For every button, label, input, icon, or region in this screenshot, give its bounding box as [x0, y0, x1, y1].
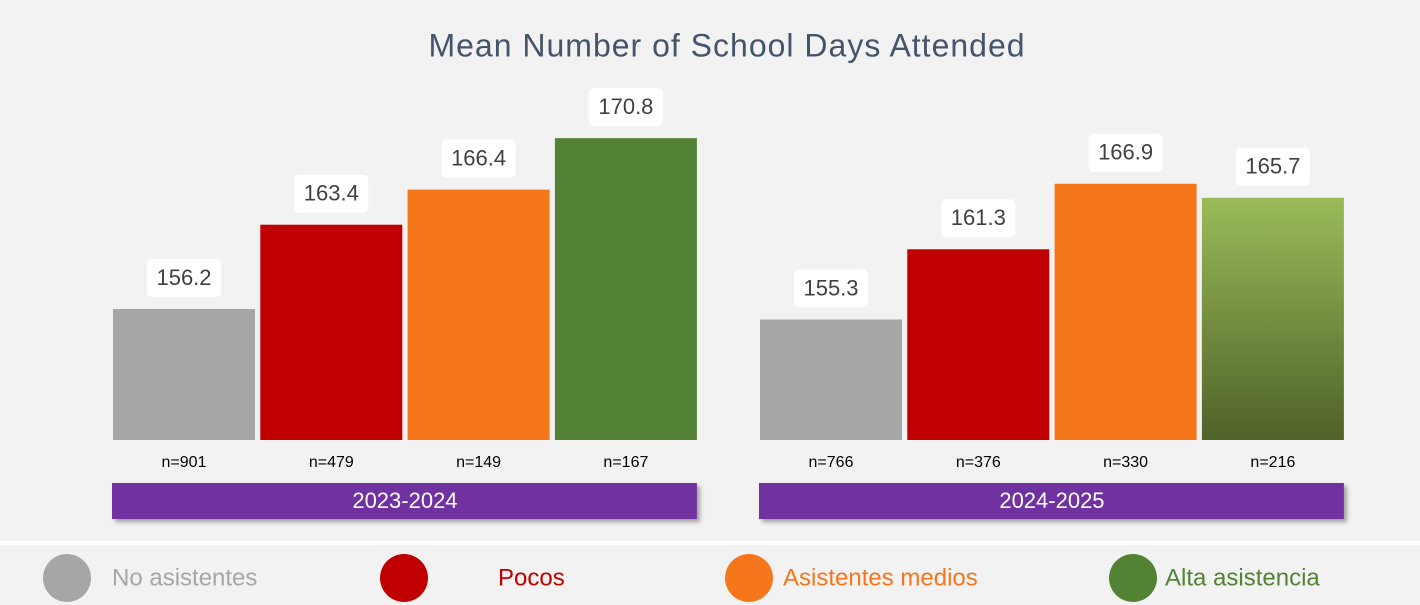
legend-label: Pocos [498, 564, 565, 591]
legend-label: No asistentes [112, 564, 257, 591]
x-tick-label: 2024-2025 [999, 488, 1104, 513]
chart-title: Mean Number of School Days Attended [428, 27, 1025, 63]
n-label: n=330 [1103, 454, 1148, 471]
legend-marker [43, 554, 91, 602]
bar [1054, 183, 1197, 440]
bar [554, 138, 697, 440]
bar [407, 189, 550, 440]
value-label: 163.4 [304, 181, 359, 206]
value-label-box [941, 199, 1016, 238]
bar [113, 308, 255, 440]
bar [260, 224, 403, 440]
n-label: n=901 [162, 454, 207, 471]
n-label: n=149 [456, 454, 501, 471]
legend-label: Alta asistencia [1165, 564, 1320, 591]
category-band [759, 483, 1344, 519]
n-label: n=376 [956, 454, 1001, 471]
n-label: n=766 [809, 454, 854, 471]
n-label: n=479 [309, 454, 354, 471]
value-label: 161.3 [951, 205, 1006, 230]
legend-marker [380, 554, 428, 602]
value-label: 170.8 [598, 94, 653, 119]
legend-marker [725, 554, 773, 602]
legend-marker [1109, 554, 1157, 602]
n-label: n=216 [1250, 454, 1295, 471]
category-band [112, 483, 697, 519]
value-label-box [147, 258, 221, 297]
value-label-box [1088, 133, 1163, 172]
value-label-box [794, 269, 868, 308]
value-label: 166.4 [451, 145, 506, 170]
bar [760, 319, 902, 440]
bar [1201, 197, 1344, 440]
value-label-box [294, 174, 369, 213]
value-label-box [588, 88, 663, 127]
value-label-box [1235, 147, 1310, 186]
value-label: 155.3 [803, 275, 858, 300]
value-label: 156.2 [156, 265, 211, 290]
legend-label: Asistentes medios [783, 564, 978, 591]
bar [907, 249, 1050, 440]
x-tick-label: 2023-2024 [352, 488, 457, 513]
value-label: 165.7 [1245, 154, 1300, 179]
value-label-box [441, 139, 516, 178]
value-label: 166.9 [1098, 140, 1153, 165]
n-label: n=167 [603, 454, 648, 471]
